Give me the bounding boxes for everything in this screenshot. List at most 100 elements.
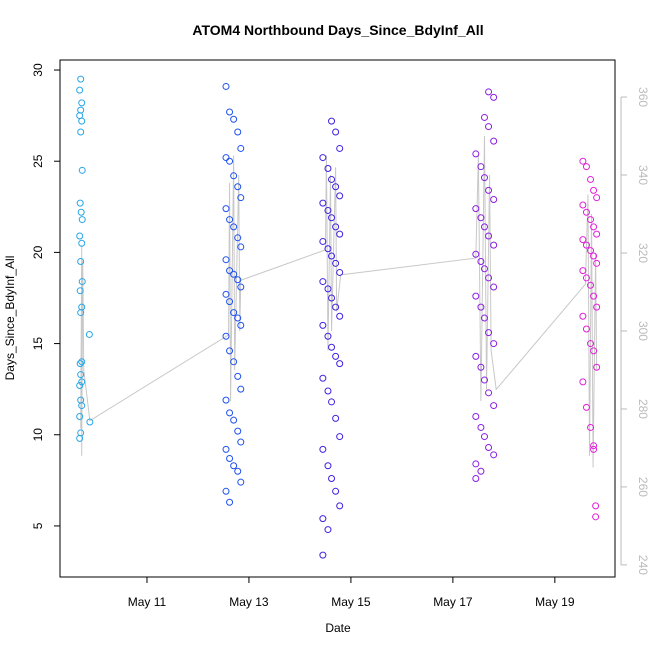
point [226,216,234,224]
point [76,287,84,295]
point [590,445,598,453]
point [336,268,344,276]
point [485,389,493,397]
y2-tick-label: 260 [636,477,650,497]
y2-tick-label: 240 [636,555,650,575]
x-tick-label: May 17 [433,595,473,609]
point [490,451,498,459]
point [85,330,93,338]
point [222,487,230,495]
point [579,236,587,244]
point [234,314,242,322]
point [234,372,242,380]
y-tick-label: 25 [31,154,45,168]
point [590,442,598,450]
x-tick-label: May 13 [229,595,269,609]
point [490,283,498,291]
point [490,402,498,410]
point [86,418,94,426]
point [592,513,600,521]
point [237,243,245,251]
point [336,433,344,441]
point [226,347,234,355]
point [480,376,488,384]
point [332,414,340,422]
point [237,385,245,393]
point [332,352,340,360]
point [237,478,245,486]
y-tick-label: 10 [31,428,45,442]
point [78,278,86,286]
point [582,274,590,282]
point [590,347,598,355]
point [579,201,587,209]
point [587,247,595,255]
point [328,475,336,483]
point [332,259,340,267]
y2-tick-label: 340 [636,165,650,185]
point [226,108,234,116]
plot-frame [59,59,616,578]
point [485,444,493,452]
point [226,157,234,165]
x-tick-label: May 15 [331,595,371,609]
point [587,281,595,289]
point [319,551,327,559]
point [230,462,238,470]
x-tick-label: May 19 [535,595,575,609]
point [477,363,485,371]
point [230,309,238,317]
point [226,409,234,417]
point [579,157,587,165]
point [324,285,332,293]
point [230,172,238,180]
point [582,325,590,333]
point [587,175,595,183]
point [324,245,332,253]
point [226,498,234,506]
point [582,241,590,249]
x-tick-label: May 11 [128,595,167,609]
y-tick-label: 5 [31,522,45,529]
point [477,214,485,222]
point [472,292,480,300]
point [328,214,336,222]
point [490,137,498,145]
point [480,174,488,182]
point [76,199,84,207]
point [593,194,601,202]
point [480,265,488,273]
point [480,314,488,322]
point [477,163,485,171]
point [490,196,498,204]
point [230,270,238,278]
point [490,93,498,101]
y-tick-label: 15 [31,337,45,351]
point [226,298,234,306]
point [230,358,238,366]
point [230,416,238,424]
point [230,115,238,123]
point [237,321,245,329]
point [587,423,595,431]
y-tick-label: 30 [31,63,45,77]
point [76,413,84,421]
point [319,278,327,286]
point [222,154,230,162]
y2-tick-label: 320 [636,243,650,263]
point [234,234,242,242]
point [76,232,84,240]
point [593,259,601,267]
point [222,332,230,340]
point [579,312,587,320]
y-tick-label: 20 [31,245,45,259]
point [477,423,485,431]
point [319,199,327,207]
point [78,358,86,366]
point [582,163,590,171]
point [234,128,242,136]
point [590,186,598,194]
point [324,526,332,534]
point [472,250,480,258]
point [485,274,493,282]
